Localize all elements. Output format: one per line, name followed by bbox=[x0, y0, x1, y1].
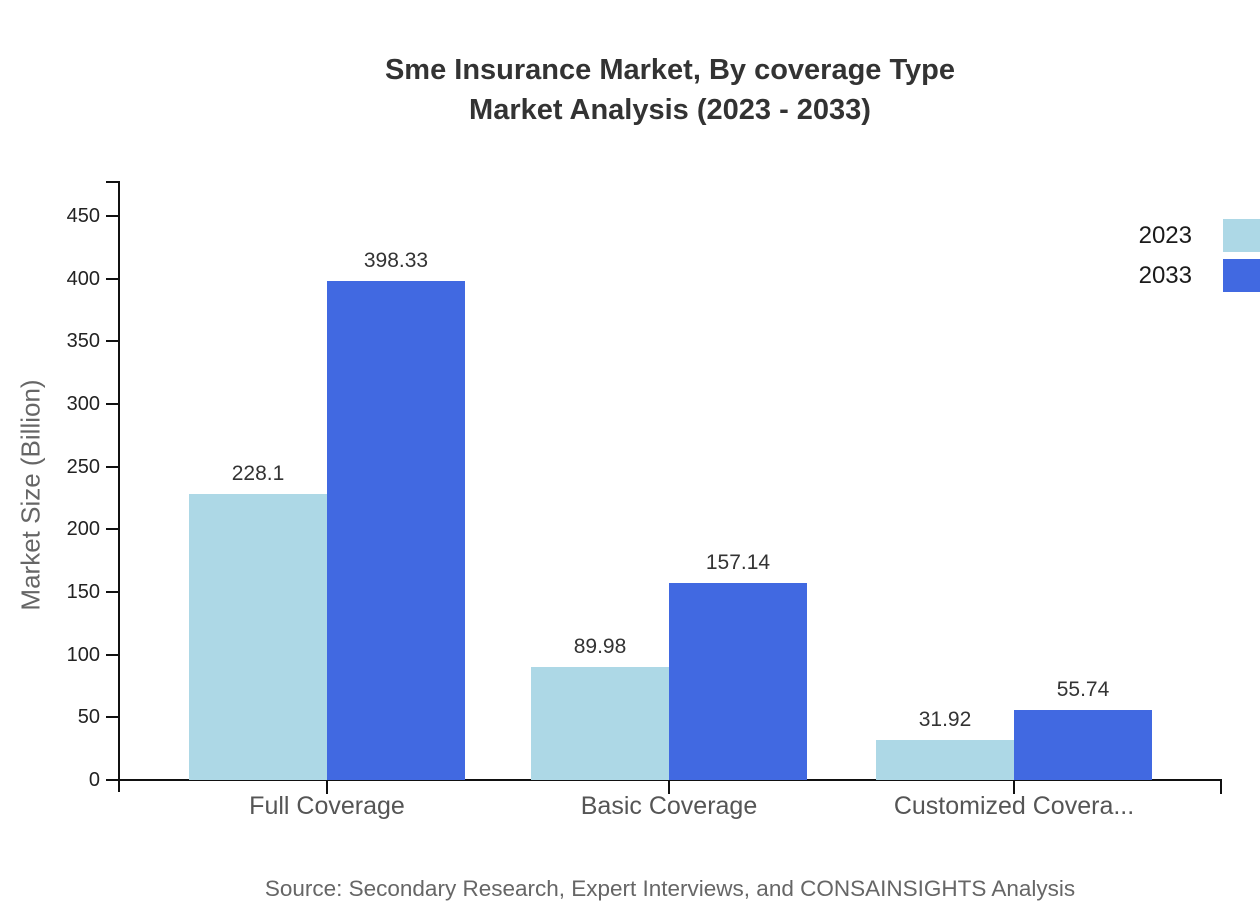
legend: 2023 2033 bbox=[1139, 219, 1260, 299]
source-note: Source: Secondary Research, Expert Inter… bbox=[264, 876, 1076, 901]
y-tick-label: 200 bbox=[66, 518, 100, 541]
value-label-2033-basic-coverage: 157.14 bbox=[705, 551, 771, 575]
legend-label-2033: 2033 bbox=[1138, 261, 1192, 289]
legend-swatch-2023 bbox=[1223, 219, 1260, 252]
y-tick bbox=[106, 215, 118, 217]
legend-item-2023: 2023 bbox=[1139, 219, 1260, 252]
chart-title-line2: Market Analysis (2023 - 2033) bbox=[469, 94, 871, 126]
x-axis-end-tick bbox=[1220, 781, 1222, 794]
value-label-2023-full-coverage: 228.1 bbox=[231, 462, 285, 486]
y-tick-label: 150 bbox=[66, 581, 100, 603]
y-tick bbox=[106, 653, 118, 656]
legend-swatch-2033 bbox=[1223, 259, 1260, 292]
y-tick-label: 350 bbox=[66, 330, 100, 353]
y-tick bbox=[106, 403, 118, 405]
bar-2033-customized-covera bbox=[1014, 710, 1152, 780]
y-tick-label: 400 bbox=[66, 267, 100, 290]
y-tick-label: 300 bbox=[66, 393, 100, 415]
value-label-2023-customized-covera: 31.92 bbox=[918, 707, 972, 731]
value-label-2033-full-coverage: 398.33 bbox=[363, 248, 429, 272]
chart-title-line1: Sme Insurance Market, By coverage Type bbox=[384, 54, 956, 86]
y-tick bbox=[106, 779, 118, 781]
x-category-label-customized-covera: Customized Covera... bbox=[893, 792, 1135, 820]
x-tick bbox=[326, 781, 328, 794]
y-tick bbox=[106, 465, 118, 468]
y-tick-label: 250 bbox=[66, 455, 100, 478]
y-tick bbox=[106, 591, 118, 593]
y-tick-label: 450 bbox=[66, 205, 100, 227]
x-category-label-full-coverage: Full Coverage bbox=[249, 792, 405, 820]
bar-2033-basic-coverage bbox=[669, 583, 807, 780]
chart-title: Sme Insurance Market, By coverage Type M… bbox=[80, 50, 1260, 130]
y-tick bbox=[106, 277, 118, 280]
x-category-label-basic-coverage: Basic Coverage bbox=[580, 792, 758, 820]
bar-2033-full-coverage bbox=[327, 280, 465, 780]
x-axis-line bbox=[118, 779, 1222, 781]
y-tick bbox=[106, 528, 118, 531]
y-tick bbox=[106, 716, 118, 719]
y-tick bbox=[106, 340, 118, 343]
legend-label-2023: 2023 bbox=[1138, 221, 1192, 249]
value-label-2023-basic-coverage: 89.98 bbox=[573, 635, 627, 659]
y-tick-label: 0 bbox=[88, 769, 100, 791]
bar-2023-full-coverage bbox=[189, 494, 327, 780]
y-axis-top-cap-tick bbox=[106, 181, 118, 183]
value-label-2033-customized-covera: 55.74 bbox=[1056, 678, 1110, 702]
x-tick bbox=[668, 781, 670, 794]
y-tick-label: 100 bbox=[66, 643, 100, 666]
y-axis-line bbox=[118, 181, 120, 792]
y-tick-label: 50 bbox=[77, 706, 100, 729]
bar-2023-basic-coverage bbox=[531, 667, 669, 780]
x-tick bbox=[1013, 781, 1015, 794]
bar-2023-customized-covera bbox=[876, 739, 1014, 780]
legend-item-2033: 2033 bbox=[1139, 259, 1260, 292]
